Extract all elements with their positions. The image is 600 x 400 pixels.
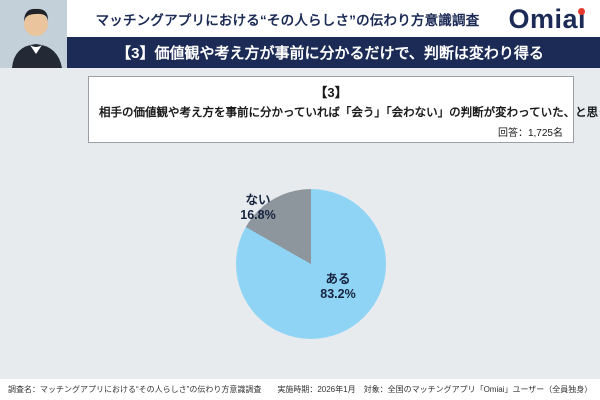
logo-red-dot-icon: [578, 8, 585, 15]
survey-title: マッチングアプリにおける“その人らしさ”の伝わり方意識調査: [95, 12, 480, 28]
question-text: 相手の価値観や考え方を事前に分かっていれば「会う」「会わない」の判断が変わってい…: [99, 107, 600, 119]
omiai-logo-text: Omiai: [508, 4, 586, 34]
respondent-count: 回答：1,725名: [497, 128, 563, 139]
pie-label-aru-text: ある: [325, 272, 351, 286]
section-heading: 【3】価値観や考え方が事前に分かるだけで、判断は変わり得る: [116, 45, 544, 62]
pie-label-aru-value: 83.2%: [320, 287, 356, 301]
pie-label-nai: ない 16.8%: [225, 193, 291, 223]
section-banner: 【3】価値観や考え方が事前に分かるだけで、判断は変わり得る: [0, 37, 600, 68]
pie-label-nai-text: ない: [245, 193, 271, 207]
footer-note-bar: 調査名：マッチングアプリにおける“その人らしさ”の伝わり方意識調査 実施時期：2…: [0, 379, 600, 400]
header-bar: マッチングアプリにおける“その人らしさ”の伝わり方意識調査: [0, 0, 600, 37]
omiai-logo: Omiai: [508, 1, 586, 37]
pie-chart: [236, 189, 386, 339]
presenter-photo: [0, 0, 67, 68]
person-portrait-icon: [0, 0, 67, 68]
question-box: 【3】 相手の価値観や考え方を事前に分かっていれば「会う」「会わない」の判断が変…: [88, 76, 600, 143]
pie-label-aru: ある 83.2%: [305, 272, 371, 302]
pie-label-nai-value: 16.8%: [240, 208, 276, 222]
footer-note: 調査名：マッチングアプリにおける“その人らしさ”の伝わり方意識調査 実施時期：2…: [8, 385, 593, 394]
question-number: 【3】: [314, 85, 348, 100]
